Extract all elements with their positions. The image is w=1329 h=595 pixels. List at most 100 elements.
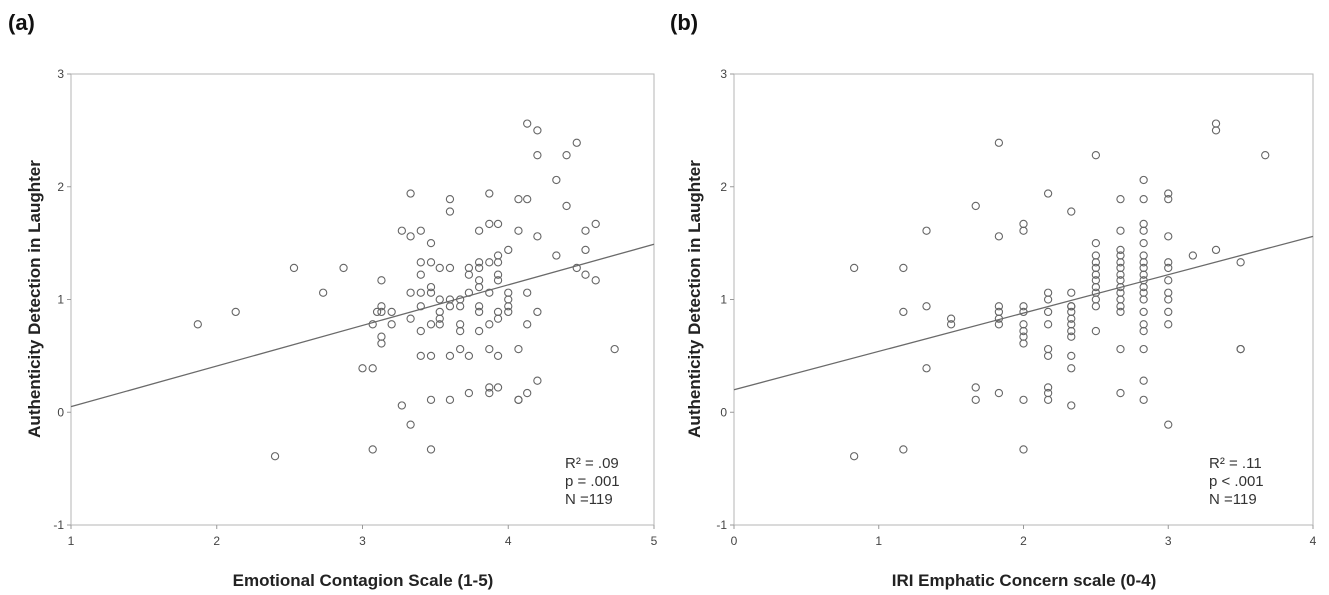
data-point-a xyxy=(591,219,600,229)
data-point-b xyxy=(971,395,980,404)
data-point-a xyxy=(358,364,367,373)
data-point-b xyxy=(1139,251,1148,260)
y-axis-title-b: Authenticity Detection in Laughter xyxy=(685,160,704,438)
data-point-b xyxy=(1091,270,1101,279)
data-point-a xyxy=(464,270,474,279)
data-point-a xyxy=(416,351,425,361)
y-tick-label-a: 2 xyxy=(57,180,64,194)
x-tick-label-b: 0 xyxy=(731,534,738,548)
data-point-a xyxy=(406,314,415,323)
data-point-b xyxy=(1139,395,1148,404)
data-point-a xyxy=(406,288,415,297)
data-point-a xyxy=(493,219,503,229)
data-point-a xyxy=(581,245,590,255)
data-point-a xyxy=(591,276,600,285)
data-point-a xyxy=(523,320,532,329)
data-point-a xyxy=(485,189,494,198)
data-point-a xyxy=(426,445,436,454)
data-point-b xyxy=(1067,364,1076,373)
data-point-a xyxy=(406,189,415,198)
axis-ticks-a: -1 0 1 2 3 1 2 3 4 5 xyxy=(53,67,657,548)
data-point-b xyxy=(946,320,956,329)
y-axis-title-a: Authenticity Detection in Laughter xyxy=(25,160,44,438)
y-tick-label-b: 1 xyxy=(720,293,727,307)
data-point-b xyxy=(1019,339,1028,348)
data-point-b xyxy=(922,364,931,373)
data-point-b xyxy=(1139,326,1148,336)
data-point-a xyxy=(193,320,202,329)
data-point-b xyxy=(1091,282,1101,292)
data-point-b xyxy=(1043,189,1053,198)
data-point-a xyxy=(514,344,523,354)
x-tick-label-b: 3 xyxy=(1165,534,1172,548)
data-point-a xyxy=(474,263,484,273)
y-tick-label-a: 0 xyxy=(57,405,64,419)
data-point-a xyxy=(456,320,465,329)
data-point-b xyxy=(1067,401,1076,410)
data-point-b xyxy=(1139,270,1148,279)
x-axis-title-b: IRI Emphatic Concern scale (0-4) xyxy=(892,571,1157,590)
data-point-b xyxy=(1067,314,1076,323)
data-point-a xyxy=(397,226,407,235)
data-point-b xyxy=(994,232,1004,241)
data-point-b xyxy=(1043,320,1053,329)
data-point-a xyxy=(289,263,299,273)
data-point-a xyxy=(533,151,542,160)
y-tick-label-a: 1 xyxy=(57,293,64,307)
data-point-a xyxy=(435,263,444,273)
data-point-b xyxy=(1043,295,1053,304)
data-point-b xyxy=(1164,195,1173,204)
data-point-a xyxy=(426,288,436,297)
data-point-b xyxy=(946,314,956,323)
data-point-a xyxy=(372,307,382,317)
regression-line-b xyxy=(733,235,1314,391)
data-point-a xyxy=(416,302,425,311)
data-point-b xyxy=(1139,258,1148,267)
panel-label-a: (a) xyxy=(8,10,35,35)
data-point-a xyxy=(474,226,484,235)
panel-label-b: (b) xyxy=(670,10,698,35)
data-point-a xyxy=(523,119,532,128)
data-point-a xyxy=(572,263,581,273)
data-point-a xyxy=(464,388,474,398)
data-point-b xyxy=(1043,351,1053,361)
data-point-a xyxy=(572,138,581,147)
data-point-a xyxy=(406,232,415,241)
data-point-a xyxy=(426,395,436,404)
data-point-b xyxy=(971,201,980,211)
data-point-b xyxy=(1043,383,1053,392)
data-point-b xyxy=(1116,388,1125,398)
data-point-b xyxy=(1139,376,1148,385)
data-point-b xyxy=(1067,302,1076,311)
data-point-b xyxy=(1019,307,1028,317)
data-point-a xyxy=(504,288,513,297)
data-point-b xyxy=(1019,302,1028,311)
x-axis-title-a: Emotional Contagion Scale (1-5) xyxy=(233,571,494,590)
data-point-b xyxy=(1116,302,1125,311)
data-point-b xyxy=(1164,295,1173,304)
data-point-a xyxy=(493,258,503,267)
data-point-b xyxy=(994,320,1004,329)
data-point-b xyxy=(1043,395,1053,404)
data-point-a xyxy=(474,276,484,285)
data-point-a xyxy=(493,307,503,317)
data-point-a xyxy=(377,302,386,311)
data-point-b xyxy=(1067,320,1076,329)
data-point-b xyxy=(1091,251,1101,260)
data-point-a xyxy=(231,307,240,317)
data-point-b xyxy=(1139,276,1148,285)
data-point-a xyxy=(416,258,425,267)
data-point-b xyxy=(1091,295,1101,304)
data-point-a xyxy=(474,326,484,336)
data-point-b xyxy=(1091,326,1101,336)
data-point-a xyxy=(523,388,532,398)
data-point-b xyxy=(1164,288,1173,297)
data-point-a xyxy=(514,195,523,204)
data-point-a xyxy=(504,307,513,317)
data-point-b xyxy=(1164,420,1173,429)
data-point-a xyxy=(368,320,377,329)
stat-r2-b: R² = .11 xyxy=(1209,455,1262,472)
x-tick-label-a: 5 xyxy=(651,534,658,548)
scatter-panel-a: (a) -1 0 1 2 3 1 2 3 4 5 Emotional Contagion Scal… xyxy=(8,10,658,590)
data-point-a xyxy=(387,320,396,329)
